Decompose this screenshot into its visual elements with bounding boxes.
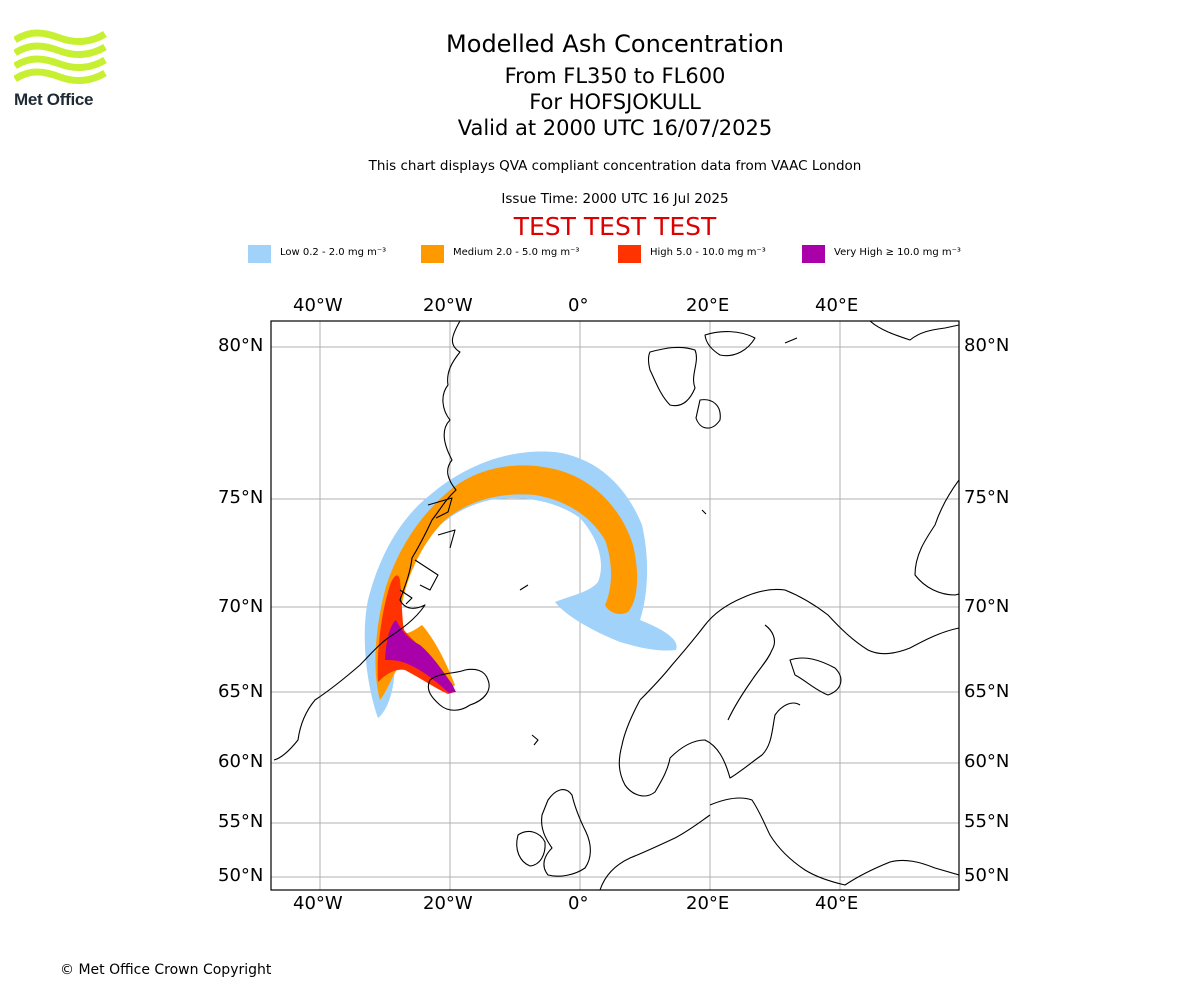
arctic-islands (869, 321, 959, 341)
legend-swatch-high (618, 245, 641, 263)
lon-label-top-20e: 20°E (686, 295, 730, 316)
lat-label-left-70n: 70°N (218, 596, 264, 617)
lat-label-left-50n: 50°N (218, 865, 264, 886)
lat-label-right-55n: 55°N (964, 811, 1010, 832)
legend-swatch-medium (421, 245, 444, 263)
lat-label-left-55n: 55°N (218, 811, 264, 832)
legend-swatch-very-high (802, 245, 825, 263)
logo-wave (13, 42, 107, 58)
lat-label-right-70n: 70°N (964, 596, 1010, 617)
franz-josef-small (784, 337, 798, 344)
logo-text: Met Office (14, 90, 94, 109)
lon-label-bottom-20e: 20°E (686, 893, 730, 914)
continental-coast (599, 814, 711, 890)
valid-time: Valid at 2000 UTC 16/07/2025 (457, 116, 773, 140)
iceland-coast (427, 668, 490, 711)
sweden-finland-inner (669, 702, 801, 779)
met-office-logo: Met Office (13, 28, 109, 109)
lat-label-right-75n: 75°N (964, 487, 1010, 508)
logo-wave (13, 29, 107, 45)
legend-label-high: High 5.0 - 10.0 mg m⁻³ (650, 247, 766, 258)
faroe-islands (531, 734, 539, 746)
greenland-fjord-d (437, 529, 456, 549)
ash-medium-region (375, 465, 638, 700)
lat-label-right-60n: 60°N (964, 751, 1010, 772)
great-britain (541, 789, 591, 877)
met-office-wave-logo-icon (13, 29, 107, 84)
legend-label-medium: Medium 2.0 - 5.0 mg m⁻³ (453, 247, 580, 258)
legend-swatch-low (248, 245, 271, 263)
lat-label-left-75n: 75°N (218, 487, 264, 508)
lon-label-bottom-40w: 40°W (293, 893, 343, 914)
svalbard-coast (647, 346, 697, 407)
test-banner: TEST TEST TEST (513, 212, 717, 241)
ireland (516, 830, 546, 867)
lon-label-bottom-20w: 20°W (423, 893, 473, 914)
coastlines (273, 321, 959, 890)
greenland-fjord-b (399, 589, 413, 605)
map-frame (270, 320, 960, 891)
baltic-coast (709, 797, 959, 886)
logo-wave (13, 68, 107, 84)
scandinavia-coast (639, 588, 959, 701)
volcano-name: For HOFSJOKULL (529, 90, 701, 114)
legend-label-very-high: Very High ≥ 10.0 mg m⁻³ (834, 247, 961, 258)
novaya-zemlya (914, 479, 959, 596)
lon-label-bottom-0: 0° (568, 893, 589, 914)
greenland-fjord-c (427, 497, 453, 519)
lon-label-top-0: 0° (568, 295, 589, 316)
lon-label-top-20w: 20°W (423, 295, 473, 316)
svalbard-east (704, 331, 756, 357)
lat-label-left-60n: 60°N (218, 751, 264, 772)
lat-label-left-65n: 65°N (218, 681, 264, 702)
lat-label-right-80n: 80°N (964, 335, 1010, 356)
ash-very-high-region (385, 620, 456, 693)
lat-label-left-80n: 80°N (218, 335, 264, 356)
jan-mayen (519, 584, 529, 591)
lon-label-top-40e: 40°E (815, 295, 859, 316)
flight-level-range: From FL350 to FL600 (504, 64, 726, 88)
greenland-fjord-a (414, 559, 439, 591)
white-sea (789, 657, 842, 696)
copyright-notice: © Met Office Crown Copyright (60, 962, 272, 978)
legend-label-low: Low 0.2 - 2.0 mg m⁻³ (280, 247, 387, 258)
lat-label-right-65n: 65°N (964, 681, 1010, 702)
compliance-note: This chart displays QVA compliant concen… (368, 158, 862, 174)
legend: Low 0.2 - 2.0 mg m⁻³ Medium 2.0 - 5.0 mg… (0, 245, 1200, 263)
norway-southwest (618, 699, 671, 797)
greenland-coast (273, 321, 461, 761)
svalbard-south (695, 399, 721, 429)
chart-title: Modelled Ash Concentration (446, 30, 784, 58)
lon-label-bottom-40e: 40°E (815, 893, 859, 914)
lon-label-top-40w: 40°W (293, 295, 343, 316)
lat-label-right-50n: 50°N (964, 865, 1010, 886)
gulf-of-bothnia (727, 624, 775, 721)
bear-island (701, 509, 707, 515)
logo-wave (13, 55, 107, 71)
issue-time: Issue Time: 2000 UTC 16 Jul 2025 (501, 191, 729, 207)
